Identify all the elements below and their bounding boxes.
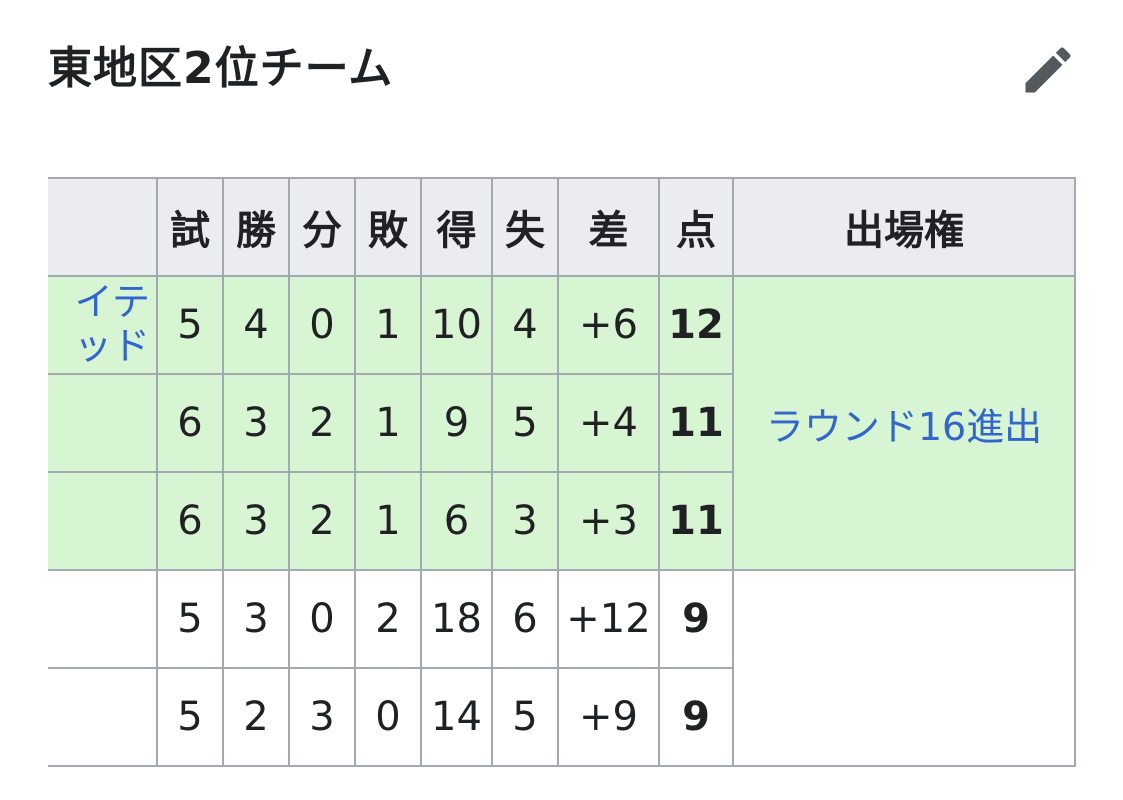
cell-goal-diff: +4	[557, 373, 660, 473]
cell-goals-for: 9	[420, 373, 493, 473]
cell-team	[48, 373, 158, 473]
cell-lost: 2	[354, 569, 422, 669]
cell-won: 3	[222, 471, 290, 571]
header-won: 勝	[222, 177, 290, 277]
team-link[interactable]: イテッド	[73, 280, 150, 368]
cell-goals-for: 10	[420, 275, 493, 375]
cell-goals-against: 3	[491, 471, 559, 571]
standings-table: 試勝分敗得失差点出場権 イテッド 5 4 0 1 10 4 +6 12 ラウンド16進出 6 3 2 1 9…	[48, 177, 1076, 767]
table-row: 6 3 2 1 9 5 +4 11	[48, 373, 1075, 473]
cell-drawn: 0	[288, 569, 356, 669]
header-goals-against: 失	[491, 177, 559, 277]
cell-lost: 1	[354, 471, 422, 571]
table-row: 6 3 2 1 6 3 +3 11	[48, 471, 1075, 571]
table-row: イテッド 5 4 0 1 10 4 +6 12 ラウンド16進出	[48, 275, 1076, 571]
cell-goals-against: 5	[491, 667, 559, 767]
cell-points: 11	[658, 373, 734, 473]
header-points: 点	[658, 177, 734, 277]
cell-lost: 1	[354, 373, 422, 473]
header-goal-diff: 差	[557, 177, 660, 277]
cell-team	[48, 471, 158, 571]
cell-lost: 0	[354, 667, 422, 767]
pencil-icon[interactable]	[1018, 40, 1078, 100]
cell-won: 3	[222, 569, 290, 669]
cell-points: 9	[658, 667, 734, 767]
cell-drawn: 0	[288, 275, 356, 375]
cell-won: 3	[222, 373, 290, 473]
cell-goals-for: 14	[420, 667, 493, 767]
cell-played: 6	[156, 373, 224, 473]
cell-points: 12	[658, 275, 734, 375]
table-row: 5 3 0 2 18 6 +12 9	[48, 569, 1076, 767]
header-drawn: 分	[288, 177, 356, 277]
cell-goals-against: 5	[491, 373, 559, 473]
cell-goals-for: 18	[420, 569, 493, 669]
cell-goals-against: 4	[491, 275, 559, 375]
cell-points: 11	[658, 471, 734, 571]
cell-goal-diff: +3	[557, 471, 660, 571]
cell-won: 4	[222, 275, 290, 375]
cell-played: 5	[156, 275, 224, 375]
cell-played: 5	[156, 667, 224, 767]
cell-drawn: 2	[288, 471, 356, 571]
qualification-link[interactable]: ラウンド16進出	[732, 275, 1076, 571]
cell-goal-diff: +9	[557, 667, 660, 767]
cell-points: 9	[658, 569, 734, 669]
cell-played: 5	[156, 569, 224, 669]
section-title: 東地区2位チーム	[48, 43, 394, 94]
cell-team	[48, 569, 158, 669]
header-goals-for: 得	[420, 177, 493, 277]
cell-drawn: 3	[288, 667, 356, 767]
cell-goal-diff: +6	[557, 275, 660, 375]
cell-goals-for: 6	[420, 471, 493, 571]
cell-goal-diff: +12	[557, 569, 660, 669]
cell-won: 2	[222, 667, 290, 767]
cell-team: イテッド	[48, 275, 158, 375]
header-qualification: 出場権	[732, 177, 1076, 277]
header-team	[48, 177, 158, 277]
table-row: 5 2 3 0 14 5 +9 9	[48, 667, 1075, 767]
header-lost: 敗	[354, 177, 422, 277]
cell-lost: 1	[354, 275, 422, 375]
cell-drawn: 2	[288, 373, 356, 473]
cell-qualification-empty	[732, 569, 1076, 767]
cell-goals-against: 6	[491, 569, 559, 669]
cell-played: 6	[156, 471, 224, 571]
standings-table-scroll[interactable]: 試勝分敗得失差点出場権 イテッド 5 4 0 1 10 4 +6 12 ラウンド16進出 6 3 2 1 9…	[48, 177, 1076, 767]
header-played: 試	[156, 177, 224, 277]
cell-team	[48, 667, 158, 767]
